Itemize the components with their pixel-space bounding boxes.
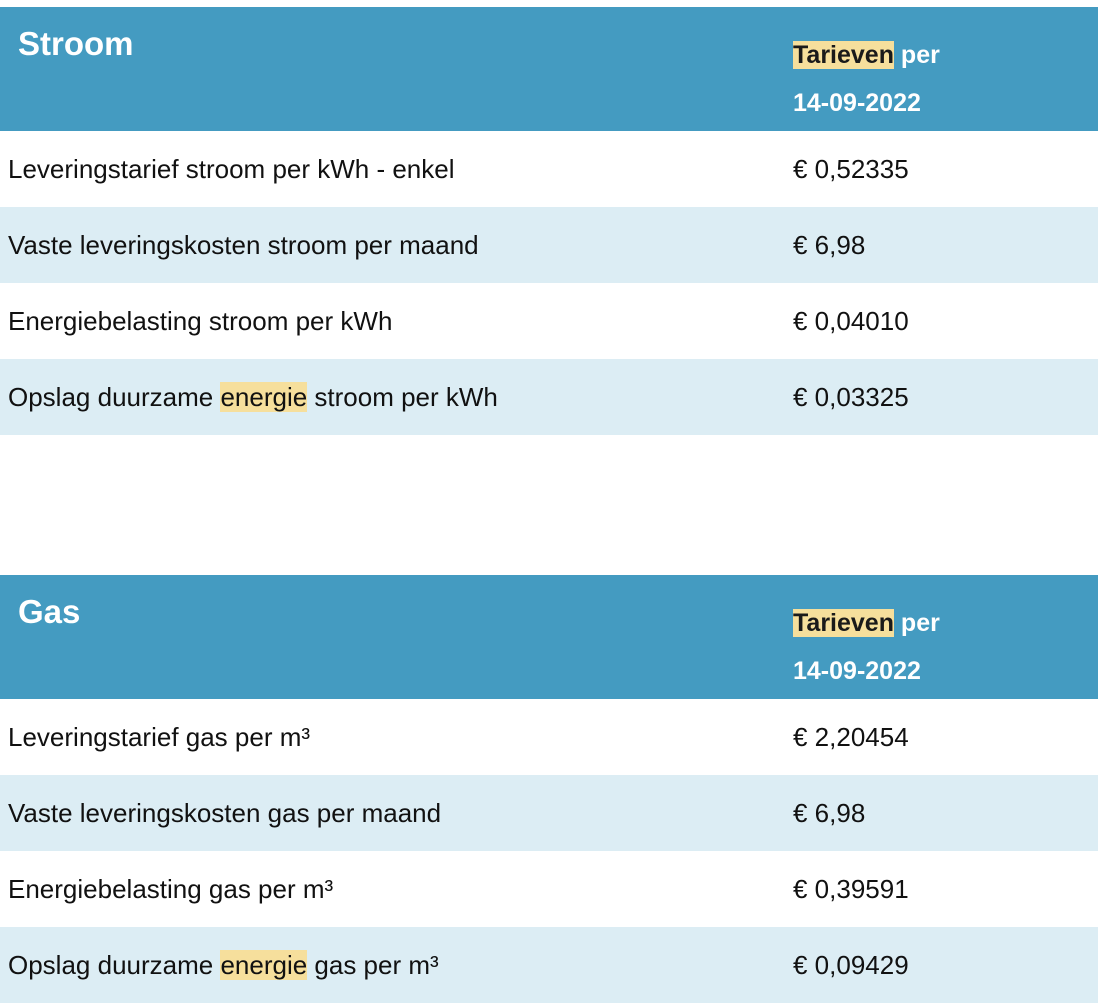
table-row: Leveringstarief stroom per kWh - enkel €… bbox=[0, 131, 1098, 207]
energie-highlight: energie bbox=[220, 950, 308, 980]
row-price: € 0,09429 bbox=[793, 950, 909, 980]
row-price: € 6,98 bbox=[793, 230, 866, 260]
table-row: Leveringstarief gas per m³ € 2,20454 bbox=[0, 699, 1098, 775]
stroom-tariff-table: Stroom Tarieven per 14-09-2022 Leverings… bbox=[0, 7, 1098, 435]
row-label: Vaste leveringskosten gas per maand bbox=[8, 798, 442, 828]
row-label: Opslag duurzame energie gas per m³ bbox=[8, 950, 439, 980]
stroom-date: 14-09-2022 bbox=[793, 89, 921, 117]
table-row: Energiebelasting gas per m³ € 0,39591 bbox=[0, 851, 1098, 927]
table-row: Vaste leveringskosten stroom per maand €… bbox=[0, 207, 1098, 283]
row-label: Energiebelasting stroom per kWh bbox=[8, 306, 393, 336]
stroom-table-header: Stroom Tarieven per 14-09-2022 bbox=[0, 7, 1098, 131]
table-row: Opslag duurzame energie stroom per kWh €… bbox=[0, 359, 1098, 435]
row-label: Energiebelasting gas per m³ bbox=[8, 874, 334, 904]
row-price: € 6,98 bbox=[793, 798, 866, 828]
stroom-table-title: Stroom bbox=[18, 25, 134, 62]
table-row: Opslag duurzame energie gas per m³ € 0,0… bbox=[0, 927, 1098, 1003]
energie-highlight: energie bbox=[220, 382, 308, 412]
row-price: € 0,03325 bbox=[793, 382, 909, 412]
row-label: Opslag duurzame energie stroom per kWh bbox=[8, 382, 498, 412]
table-row: Vaste leveringskosten gas per maand € 6,… bbox=[0, 775, 1098, 851]
table-row: Energiebelasting stroom per kWh € 0,0401… bbox=[0, 283, 1098, 359]
gas-date: 14-09-2022 bbox=[793, 657, 921, 685]
row-label: Leveringstarief stroom per kWh - enkel bbox=[8, 154, 455, 184]
gas-tariff-table: Gas Tarieven per 14-09-2022 Leveringstar… bbox=[0, 575, 1098, 1003]
row-label: Leveringstarief gas per m³ bbox=[8, 722, 311, 752]
gas-tarieven-highlight: Tarieven bbox=[793, 609, 894, 637]
stroom-per-label: per bbox=[893, 41, 940, 69]
stroom-tarieven-highlight: Tarieven bbox=[793, 41, 894, 69]
row-price: € 0,04010 bbox=[793, 306, 909, 336]
row-price: € 0,39591 bbox=[793, 874, 909, 904]
gas-per-label: per bbox=[893, 609, 940, 637]
row-label: Vaste leveringskosten stroom per maand bbox=[8, 230, 479, 260]
gas-table-header: Gas Tarieven per 14-09-2022 bbox=[0, 575, 1098, 699]
row-price: € 2,20454 bbox=[793, 722, 909, 752]
stroom-date-column-header: Tarieven per 14-09-2022 bbox=[793, 31, 940, 127]
row-price: € 0,52335 bbox=[793, 154, 909, 184]
gas-date-column-header: Tarieven per 14-09-2022 bbox=[793, 599, 940, 695]
gas-table-title: Gas bbox=[18, 593, 81, 630]
